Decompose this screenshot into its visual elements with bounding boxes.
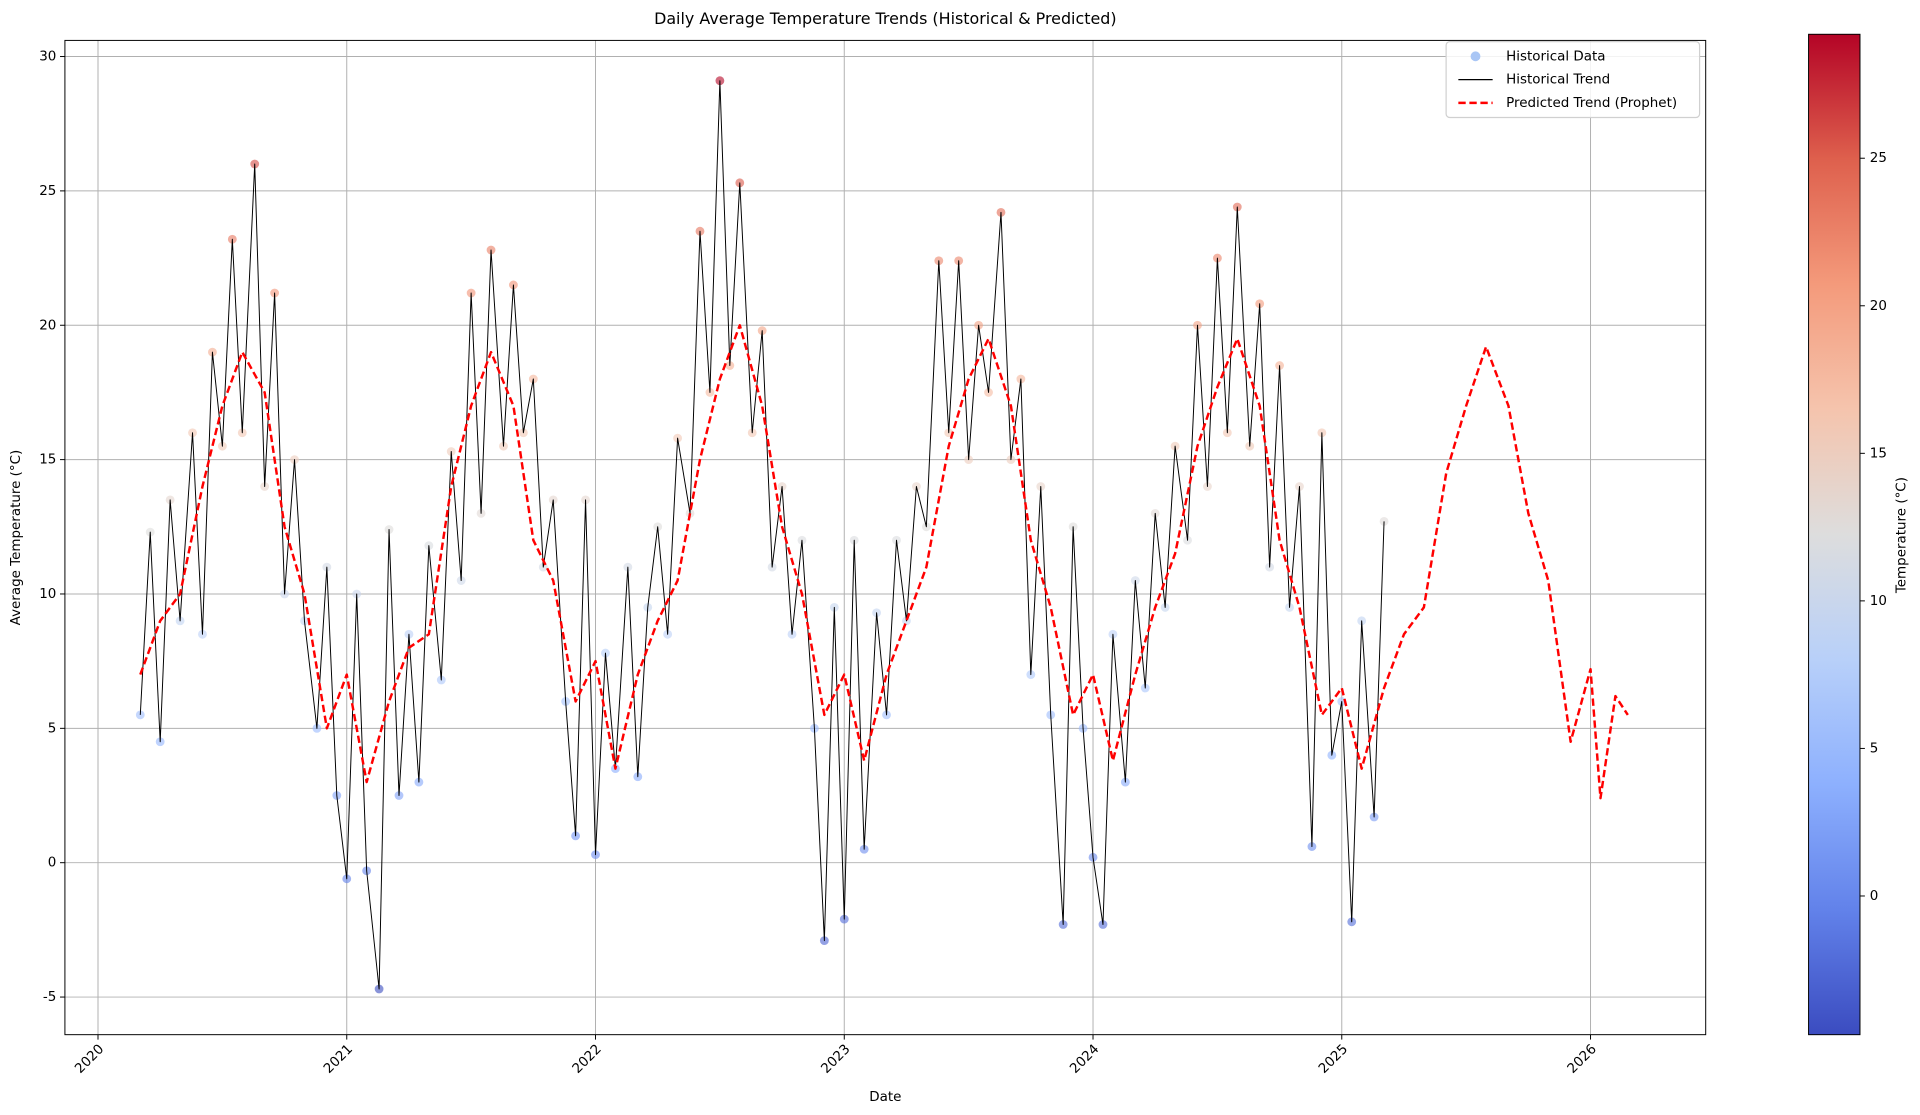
trend-line — [139, 324, 1629, 800]
legend-label: Historical Data — [1506, 49, 1605, 64]
trend-line — [139, 80, 1385, 990]
colorbar-label: Temperature (°C) — [1895, 477, 1910, 594]
colorbar-tick-label: 15 — [1870, 446, 1887, 461]
legend-marker — [1470, 51, 1481, 62]
legend-label: Predicted Trend (Prophet) — [1506, 96, 1677, 111]
colorbar-tick-label: 10 — [1870, 594, 1887, 609]
y-tick-label: 20 — [39, 318, 56, 333]
axes-frame — [64, 39, 1707, 1036]
legend-label: Historical Trend — [1506, 73, 1610, 88]
chart-title: Daily Average Temperature Trends (Histor… — [654, 9, 1116, 28]
colorbar-tick-label: 20 — [1870, 299, 1887, 314]
colorbar-tick-label: 5 — [1870, 741, 1879, 756]
y-tick-label: 10 — [39, 587, 56, 602]
colorbar-tick-label: 25 — [1870, 151, 1887, 166]
plot-area — [135, 76, 1629, 994]
colorbar-tick-label: 0 — [1870, 889, 1879, 904]
y-tick-label: 15 — [39, 453, 56, 468]
data-point — [135, 710, 145, 720]
y-tick-label: 25 — [39, 184, 56, 199]
legend: Historical Data Historical Trend Predicted… — [1445, 41, 1701, 119]
y-tick-label: -5 — [43, 990, 56, 1005]
y-axis-label: Average Temperature (°C) — [9, 450, 24, 626]
y-tick-label: 5 — [48, 721, 57, 736]
y-tick-label: 0 — [48, 856, 57, 871]
legend-box — [1445, 41, 1701, 119]
y-tick-label: 30 — [39, 50, 56, 65]
colorbar — [1808, 33, 1861, 1036]
grid — [64, 40, 1706, 1035]
x-axis-label: Date — [869, 1090, 901, 1105]
